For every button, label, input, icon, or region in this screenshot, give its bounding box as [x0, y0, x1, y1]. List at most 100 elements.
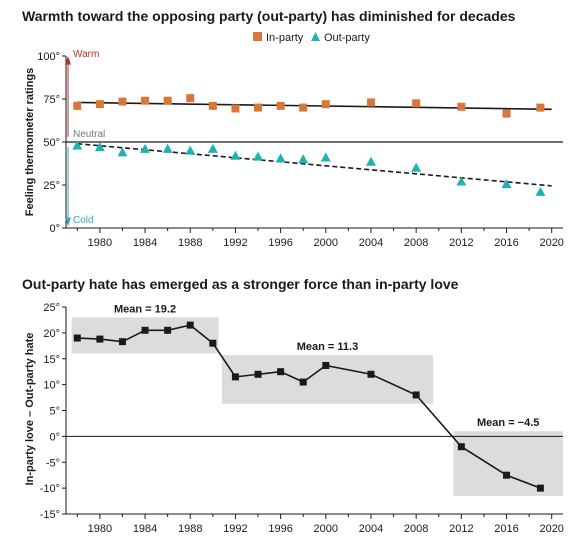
out-party-point: [185, 145, 196, 155]
love-minus-hate-point: [457, 443, 465, 451]
legend-out-party-label: Out-party: [324, 32, 370, 44]
love-minus-hate-point: [164, 326, 172, 334]
chart2-axes: 25° 20° 15° 10° 5° 0° -5° -10° -15° 1980 1984 1988 1…: [40, 302, 564, 535]
chart2-x-tick-label: 2004: [359, 523, 383, 535]
in-party-point: [118, 97, 127, 106]
chart1-x-tick-label: 2020: [539, 237, 563, 249]
cold-label: Cold: [73, 215, 94, 226]
in-party-point: [457, 102, 466, 111]
chart1-title: Warmth toward the opposing party (out-pa…: [22, 8, 516, 24]
warm-label: Warm: [73, 49, 99, 60]
love-minus-hate-point: [367, 370, 375, 378]
love-minus-hate-point: [186, 321, 194, 329]
in-party-point: [276, 101, 285, 110]
in-party-point: [299, 103, 308, 112]
chart2-y-tick-label: 25°: [43, 302, 60, 314]
out-party-point: [94, 142, 105, 152]
chart1-y-tick-label: 0°: [49, 223, 60, 235]
out-party-point: [72, 140, 83, 150]
love-minus-hate-point: [536, 484, 544, 492]
legend-in-party-swatch: [253, 32, 262, 41]
mean-box: [453, 431, 563, 496]
out-party-point: [253, 151, 264, 161]
mean-label: Mean = −4.5: [477, 417, 539, 429]
love-minus-hate-point: [412, 391, 420, 399]
chart2-y-tick-label: -15°: [40, 509, 60, 521]
chart2-x-tick-label: 2008: [404, 523, 428, 535]
legend-out-party-swatch: [311, 32, 320, 41]
legend-in-party-label: In-party: [266, 32, 304, 44]
chart2-y-axis-label: In-party love – Out-party hate: [24, 333, 36, 486]
chart1-axes: 100° 75° 50° 25° 0° 1980 1984 1988 1992 1996 2000 2…: [37, 51, 564, 249]
chart1-x-tick-label: 1980: [88, 237, 112, 249]
chart1-y-tick-label: 25°: [43, 180, 60, 192]
chart2-mean-boxes: Mean = 19.2 Mean = 11.3 Mean = −4.5: [71, 303, 563, 496]
chart1-x-tick-label: 1996: [268, 237, 292, 249]
chart1-x-tick-label: 1988: [178, 237, 202, 249]
out-party-point: [320, 152, 331, 162]
chart1-marks: [72, 94, 552, 196]
chart1-x-tick-label: 2008: [404, 237, 428, 249]
chart1-x-tick-label: 2004: [359, 237, 383, 249]
out-party-point: [230, 150, 241, 160]
chart2-x-tick-label: 1992: [223, 523, 247, 535]
out-party-point: [162, 143, 173, 153]
in-party-point: [208, 101, 217, 110]
love-minus-hate-point: [73, 334, 81, 342]
warm-arrow-head: [65, 56, 71, 65]
in-party-point: [502, 109, 511, 118]
chart2-marks: [73, 321, 544, 492]
chart2-x-tick-label: 2000: [314, 523, 338, 535]
chart2-x-tick-label: 1984: [133, 523, 157, 535]
chart2-y-tick-label: 10°: [43, 380, 60, 392]
love-minus-hate-point: [231, 373, 239, 381]
chart2-x-tick-label: 2016: [494, 523, 518, 535]
mean-label: Mean = 11.3: [297, 341, 358, 353]
chart2-x-tick-label: 1996: [268, 523, 292, 535]
out-party-point: [140, 143, 151, 153]
chart2-y-tick-label: 15°: [43, 354, 60, 366]
chart1-x-tick-label: 2000: [314, 237, 338, 249]
in-party-point: [186, 94, 195, 103]
chart1-y-tick-label: 75°: [43, 94, 60, 106]
in-party-point: [366, 98, 375, 107]
chart1-x-tick-label: 2016: [494, 237, 518, 249]
chart2-y-tick-label: 5°: [49, 406, 60, 418]
out-party-point: [456, 176, 467, 186]
out-party-point: [207, 143, 218, 153]
cold-arrow-head: [65, 217, 71, 227]
out-party-trend-line: [77, 142, 552, 187]
chart2-y-tick-label: -10°: [40, 483, 60, 495]
neutral-label: Neutral: [73, 129, 105, 140]
love-minus-hate-point: [254, 370, 262, 378]
love-minus-hate-point: [118, 338, 126, 346]
in-party-point: [321, 100, 330, 109]
love-minus-hate-point: [503, 471, 511, 479]
chart1-y-axis-label: Feeling thermometer ratings: [24, 68, 36, 217]
chart2-x-tick-label: 2020: [539, 523, 563, 535]
love-minus-hate-point: [299, 378, 307, 386]
chart2-y-tick-label: -5°: [46, 457, 60, 469]
out-party-point: [275, 153, 286, 163]
chart2-x-tick-label: 2012: [449, 523, 473, 535]
out-party-point: [501, 179, 512, 189]
chart2-x-tick-label: 1980: [88, 523, 112, 535]
in-party-point: [412, 99, 421, 108]
in-party-point: [254, 103, 263, 112]
chart-out-party-warmth: Warmth toward the opposing party (out-pa…: [22, 8, 564, 249]
chart2-x-tick-label: 1988: [178, 523, 202, 535]
out-party-point: [411, 162, 422, 172]
love-minus-hate-point: [96, 335, 104, 343]
out-party-point: [535, 186, 546, 196]
in-party-point: [163, 96, 172, 105]
out-party-point: [298, 154, 309, 164]
in-party-point: [95, 100, 104, 109]
out-party-point: [117, 147, 128, 157]
love-minus-hate-point: [141, 326, 149, 334]
in-party-point: [141, 96, 150, 105]
in-party-trend-line: [77, 101, 552, 111]
out-party-point: [365, 156, 376, 166]
love-minus-hate-point: [277, 368, 285, 376]
chart1-x-tick-label: 1984: [133, 237, 157, 249]
love-minus-hate-point: [209, 339, 217, 347]
